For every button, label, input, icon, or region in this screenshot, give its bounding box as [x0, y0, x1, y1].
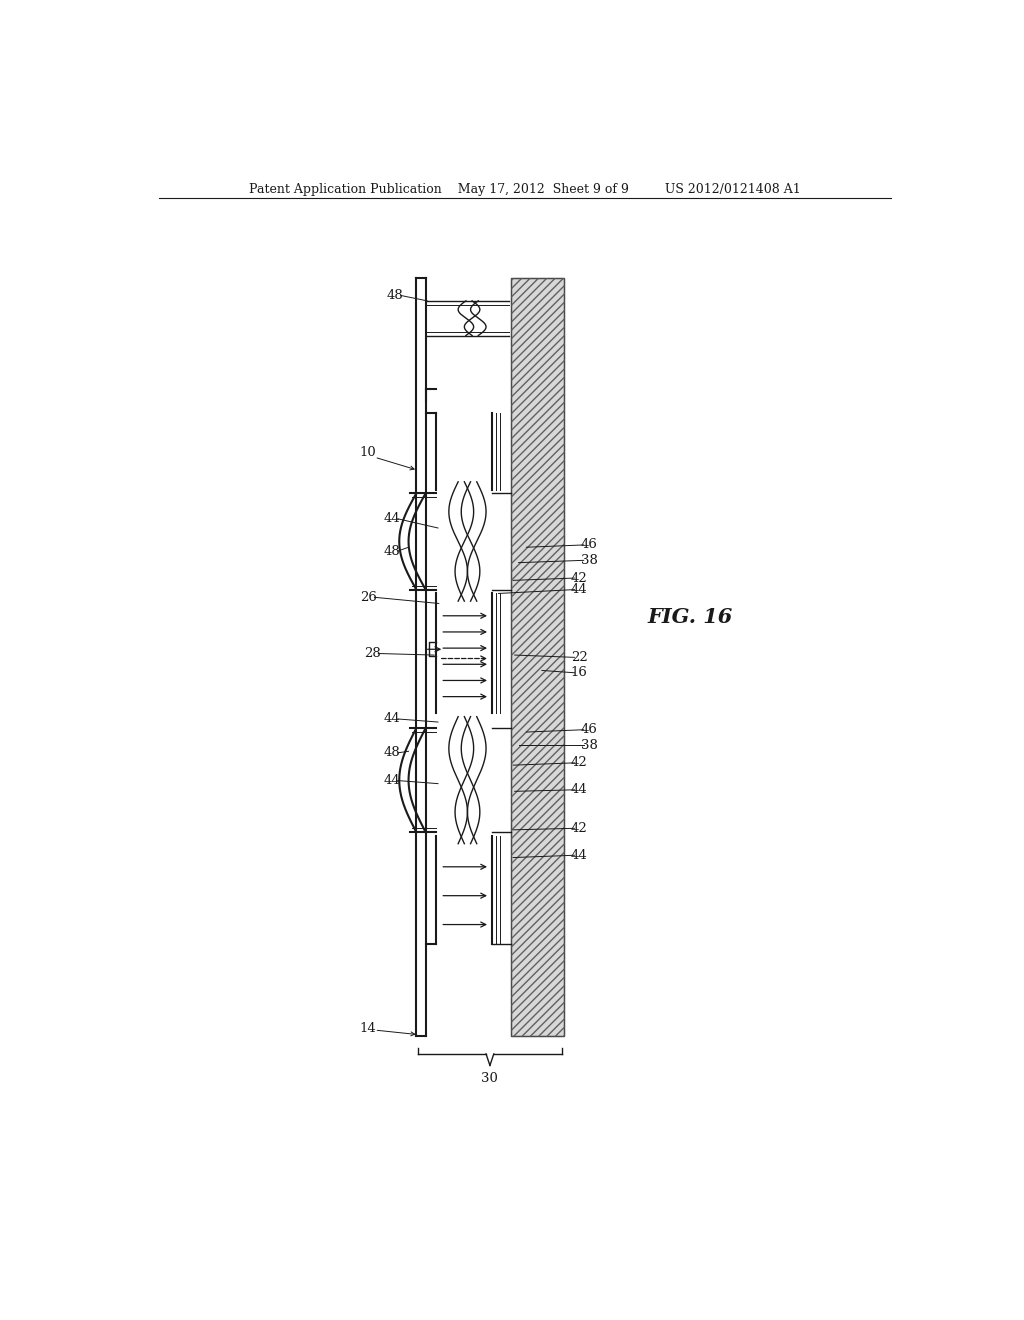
Text: 10: 10 — [359, 446, 377, 459]
Text: 46: 46 — [581, 723, 598, 737]
Text: FIG. 16: FIG. 16 — [647, 607, 732, 627]
Text: 42: 42 — [570, 572, 588, 585]
Text: 48: 48 — [383, 746, 400, 759]
Text: 44: 44 — [570, 849, 588, 862]
Text: 28: 28 — [364, 647, 381, 660]
Text: 44: 44 — [383, 774, 400, 787]
Text: 30: 30 — [481, 1072, 499, 1085]
Text: 42: 42 — [570, 822, 588, 834]
Text: 44: 44 — [570, 783, 588, 796]
Text: 22: 22 — [570, 651, 588, 664]
Text: 44: 44 — [383, 713, 400, 726]
Text: 14: 14 — [359, 1022, 377, 1035]
Text: 44: 44 — [383, 512, 400, 525]
Text: 38: 38 — [581, 739, 598, 751]
Text: 26: 26 — [359, 591, 377, 603]
Text: 16: 16 — [570, 667, 588, 680]
Text: 46: 46 — [581, 539, 598, 552]
Text: 48: 48 — [383, 545, 400, 557]
Text: 48: 48 — [387, 289, 403, 302]
Text: 38: 38 — [581, 554, 598, 566]
Text: 44: 44 — [570, 583, 588, 597]
Text: 42: 42 — [570, 756, 588, 770]
Text: Patent Application Publication    May 17, 2012  Sheet 9 of 9         US 2012/012: Patent Application Publication May 17, 2… — [249, 182, 801, 195]
Bar — [511, 277, 563, 1036]
Bar — [511, 277, 563, 1036]
